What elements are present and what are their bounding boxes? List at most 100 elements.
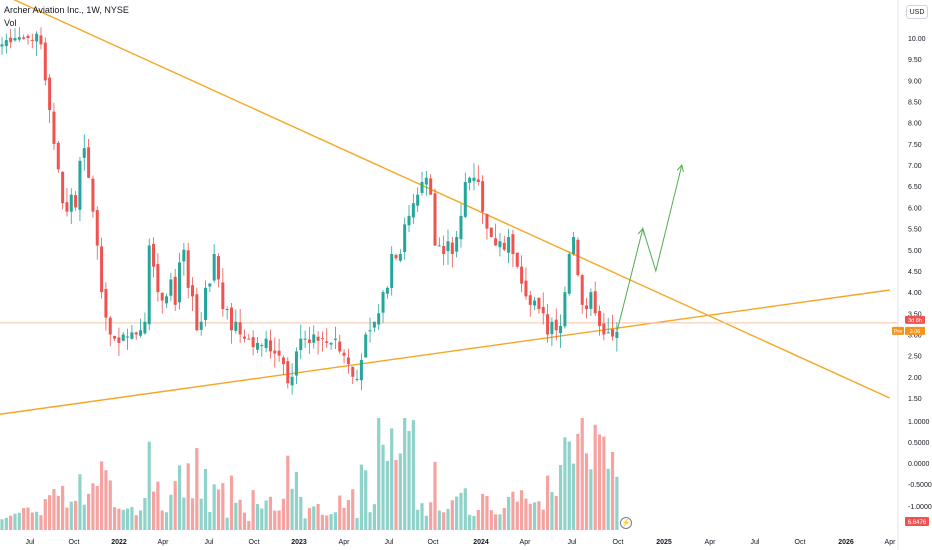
symbol-title[interactable]: Archer Aviation Inc., 1W, NYSE bbox=[4, 5, 129, 15]
candle-body bbox=[225, 309, 229, 311]
volume-bar bbox=[190, 498, 195, 530]
candle-body bbox=[585, 305, 589, 310]
candle-body bbox=[74, 195, 78, 208]
volume-bar bbox=[329, 514, 333, 530]
candle-body bbox=[299, 338, 303, 351]
volume-tick-label: -1.0000 bbox=[908, 504, 932, 511]
candle-body bbox=[472, 177, 476, 181]
volume-bar bbox=[87, 493, 91, 530]
candle-body bbox=[611, 329, 615, 337]
trendline[interactable] bbox=[0, 0, 890, 399]
volume-bar bbox=[225, 517, 229, 530]
volume-bar bbox=[537, 501, 541, 530]
volume-bar bbox=[117, 508, 121, 530]
volume-bar bbox=[82, 504, 86, 530]
volume-bar bbox=[403, 418, 407, 530]
price-tick-label: 3.00 bbox=[908, 332, 922, 339]
volume-bar bbox=[394, 459, 398, 530]
volume-bar bbox=[589, 469, 593, 530]
time-tick-label: Oct bbox=[613, 539, 624, 546]
candle-body bbox=[546, 314, 550, 335]
projection-arrow[interactable] bbox=[616, 163, 684, 333]
candle-body bbox=[9, 37, 13, 43]
volume-bar bbox=[346, 500, 350, 530]
volume-bar bbox=[550, 492, 554, 530]
candle-body bbox=[195, 294, 199, 331]
candle-body bbox=[229, 307, 233, 331]
candle-body bbox=[30, 39, 34, 41]
candle-body bbox=[463, 182, 467, 217]
volume-bar bbox=[571, 463, 576, 530]
candle-body bbox=[139, 330, 143, 336]
volume-bar bbox=[164, 512, 169, 530]
volume-bar bbox=[558, 465, 563, 530]
candle-body bbox=[576, 239, 580, 276]
volume-bar bbox=[264, 500, 268, 530]
volume-bar bbox=[481, 493, 485, 530]
candle-body bbox=[424, 177, 428, 185]
currency-button[interactable]: USD bbox=[906, 5, 928, 19]
candle-body bbox=[455, 237, 459, 252]
lightning-icon[interactable]: ⚡ bbox=[620, 517, 632, 529]
volume-bar bbox=[459, 492, 463, 530]
trendline[interactable] bbox=[0, 289, 890, 420]
volume-tick-label: 0.0000 bbox=[908, 461, 930, 468]
candle-body bbox=[498, 241, 502, 248]
volume-bar bbox=[307, 508, 312, 530]
volume-bar bbox=[17, 512, 21, 530]
candle-body bbox=[134, 332, 138, 335]
candles bbox=[0, 27, 619, 395]
time-tick-label: Apr bbox=[520, 539, 532, 546]
volume-bar bbox=[30, 512, 34, 530]
price-tick-label: 4.00 bbox=[908, 290, 922, 297]
volume-bar bbox=[229, 475, 234, 530]
candle-body bbox=[420, 182, 424, 193]
volume-label[interactable]: Vol bbox=[4, 18, 17, 28]
candle-body bbox=[485, 213, 489, 229]
volume-bar bbox=[520, 490, 524, 530]
volume-bar bbox=[528, 503, 532, 530]
candle-body bbox=[476, 179, 480, 182]
volume-tick-label: 1.0000 bbox=[908, 419, 930, 426]
projection-path[interactable] bbox=[616, 164, 683, 333]
volume-bars bbox=[0, 418, 619, 530]
volume-bar bbox=[554, 495, 558, 530]
candle-body bbox=[377, 313, 381, 325]
price-tick-label: 6.00 bbox=[908, 205, 922, 212]
trendlines[interactable] bbox=[0, 0, 890, 420]
time-tick-label: Jul bbox=[568, 539, 577, 546]
volume-bar bbox=[160, 510, 164, 530]
candle-body bbox=[247, 338, 251, 340]
price-tick-label: 9.00 bbox=[908, 78, 922, 85]
volume-bar bbox=[221, 483, 225, 530]
price-tick-label: 4.50 bbox=[908, 269, 922, 276]
volume-bar bbox=[0, 519, 4, 530]
candle-body bbox=[78, 160, 82, 210]
price-tick-label: 2.00 bbox=[908, 375, 922, 382]
price-tick-label: 8.50 bbox=[908, 100, 922, 107]
time-axis[interactable]: Jul Oct 2022 Apr Jul Oct 2023 Apr Jul Oct 2024 Apr J… bbox=[26, 539, 897, 546]
volume-bar bbox=[95, 485, 99, 530]
volume-bar bbox=[61, 485, 65, 530]
candle-body bbox=[152, 243, 156, 267]
candle-body bbox=[411, 203, 415, 218]
candle-body bbox=[533, 300, 537, 306]
candle-body bbox=[303, 338, 307, 340]
candle-body bbox=[182, 249, 186, 262]
volume-bar bbox=[173, 481, 177, 530]
candle-body bbox=[459, 215, 463, 240]
candle-body bbox=[178, 262, 182, 303]
candle-body bbox=[39, 35, 43, 45]
price-axis[interactable]: 10.00 9.50 9.00 8.50 8.00 7.50 7.00 6.50 6.00 5.5… bbox=[897, 0, 932, 550]
candle-body bbox=[48, 77, 52, 110]
candle-body bbox=[52, 111, 56, 144]
volume-bar bbox=[99, 461, 104, 530]
volume-bar bbox=[580, 418, 584, 530]
candle-body bbox=[4, 40, 8, 46]
candle-body bbox=[56, 142, 60, 170]
candle-body bbox=[554, 319, 558, 331]
candle-body bbox=[364, 334, 368, 358]
candle-body bbox=[160, 293, 164, 301]
